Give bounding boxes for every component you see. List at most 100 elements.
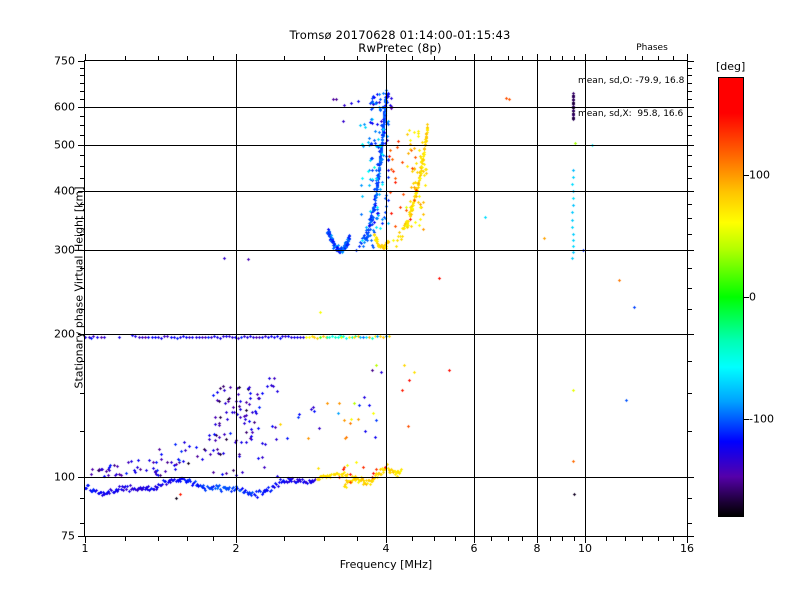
y-axis-minor-tick: [80, 91, 85, 92]
y-axis-minor-tick: [80, 309, 85, 310]
x-axis-minor-tick: [158, 56, 159, 61]
x-axis-minor-tick: [357, 56, 358, 61]
gridline-vertical: [236, 61, 237, 536]
x-axis-major-tick: [474, 536, 475, 543]
y-axis-minor-tick: [80, 268, 85, 269]
y-axis-major-tick: [78, 477, 85, 478]
y-axis-minor-tick: [80, 178, 85, 179]
x-axis-minor-tick: [491, 536, 492, 541]
y-axis-minor-tick: [687, 178, 692, 179]
colorbar-tick-label: 100: [749, 168, 770, 182]
y-axis-minor-tick: [687, 99, 692, 100]
x-axis-minor-tick: [508, 536, 509, 541]
y-axis-minor-tick: [80, 431, 85, 432]
x-axis-minor-tick: [562, 56, 563, 61]
y-axis-minor-tick: [687, 91, 692, 92]
x-axis-tick-label: 6: [470, 542, 478, 555]
y-axis-major-tick: [687, 145, 694, 146]
y-axis-major-tick: [687, 334, 694, 335]
x-axis-minor-tick: [187, 56, 188, 61]
y-axis-minor-tick: [80, 75, 85, 76]
phase-stats-heading: Phases: [636, 43, 668, 53]
x-axis-minor-tick: [213, 56, 214, 61]
y-axis-minor-tick: [687, 498, 692, 499]
x-axis-major-tick: [386, 54, 387, 61]
x-axis-minor-tick: [642, 536, 643, 541]
x-axis-major-tick: [474, 54, 475, 61]
x-axis-tick-label: 4: [382, 542, 390, 555]
y-axis-tick-label: 300: [54, 243, 75, 257]
x-axis-tick-label: 10: [578, 542, 592, 555]
x-axis-minor-tick: [491, 56, 492, 61]
colorbar-tick: [744, 297, 749, 298]
y-axis-minor-tick: [80, 99, 85, 100]
y-axis-minor-tick: [687, 75, 692, 76]
x-axis-tick-label: 16: [680, 542, 694, 555]
y-axis-minor-tick: [687, 155, 692, 156]
x-axis-major-tick: [85, 54, 86, 61]
y-axis-minor-tick: [687, 218, 692, 219]
x-axis-minor-tick: [522, 536, 523, 541]
x-axis-minor-tick: [213, 536, 214, 541]
x-axis-major-tick: [537, 54, 538, 61]
gridline-vertical: [474, 61, 475, 536]
y-axis-minor-tick: [80, 204, 85, 205]
x-axis-minor-tick: [412, 56, 413, 61]
x-axis-major-tick: [537, 536, 538, 543]
x-axis-major-tick: [236, 536, 237, 543]
y-axis-minor-tick: [687, 523, 692, 524]
x-axis-minor-tick: [574, 56, 575, 61]
x-axis-major-tick: [585, 536, 586, 543]
x-axis-tick-label: 8: [533, 542, 541, 555]
x-axis-major-tick: [386, 536, 387, 543]
y-axis-tick-label: 500: [54, 138, 75, 152]
y-axis-major-tick: [78, 107, 85, 108]
y-axis-major-tick: [78, 250, 85, 251]
y-axis-minor-tick: [80, 234, 85, 235]
plot-title-line1: Tromsø 20170628 01:14:00-01:15:43: [289, 28, 511, 42]
colorbar-tick-label: -100: [749, 412, 774, 426]
x-axis-minor-tick: [606, 536, 607, 541]
x-axis-minor-tick: [434, 56, 435, 61]
y-axis-minor-tick: [687, 268, 692, 269]
y-axis-major-tick: [687, 61, 694, 62]
y-axis-minor-tick: [687, 204, 692, 205]
y-axis-minor-tick: [687, 68, 692, 69]
y-axis-minor-tick: [687, 234, 692, 235]
y-axis-tick-label: 600: [54, 100, 75, 114]
x-axis-minor-tick: [562, 536, 563, 541]
x-axis-minor-tick: [673, 56, 674, 61]
x-axis-minor-tick: [658, 56, 659, 61]
y-axis-minor-tick: [80, 135, 85, 136]
y-axis-minor-tick: [687, 83, 692, 84]
x-axis-minor-tick: [658, 536, 659, 541]
y-axis-major-tick: [687, 536, 694, 537]
x-axis-minor-tick: [125, 536, 126, 541]
y-axis-minor-tick: [687, 309, 692, 310]
y-axis-minor-tick: [80, 155, 85, 156]
x-axis-tick-label: 2: [232, 542, 240, 555]
x-axis-minor-tick: [158, 536, 159, 541]
y-axis-tick-label: 200: [54, 327, 75, 341]
y-axis-major-tick: [687, 477, 694, 478]
x-axis-minor-tick: [125, 56, 126, 61]
y-axis-major-tick: [78, 536, 85, 537]
y-axis-minor-tick: [687, 166, 692, 167]
x-axis-major-tick: [687, 54, 688, 61]
x-axis-major-tick: [585, 54, 586, 61]
x-axis-minor-tick: [625, 536, 626, 541]
colorbar: [deg] 100 0 -100: [716, 60, 774, 517]
x-axis-title: Frequency [MHz]: [339, 558, 433, 571]
x-axis-minor-tick: [187, 536, 188, 541]
x-axis-minor-tick: [508, 56, 509, 61]
x-axis-minor-tick: [284, 56, 285, 61]
y-axis-minor-tick: [80, 218, 85, 219]
x-axis-minor-tick: [606, 56, 607, 61]
x-axis-minor-tick: [522, 56, 523, 61]
x-axis-minor-tick: [625, 56, 626, 61]
y-axis-minor-tick: [687, 135, 692, 136]
y-axis-minor-tick: [80, 361, 85, 362]
x-axis-minor-tick: [324, 56, 325, 61]
x-axis-major-tick: [85, 536, 86, 543]
